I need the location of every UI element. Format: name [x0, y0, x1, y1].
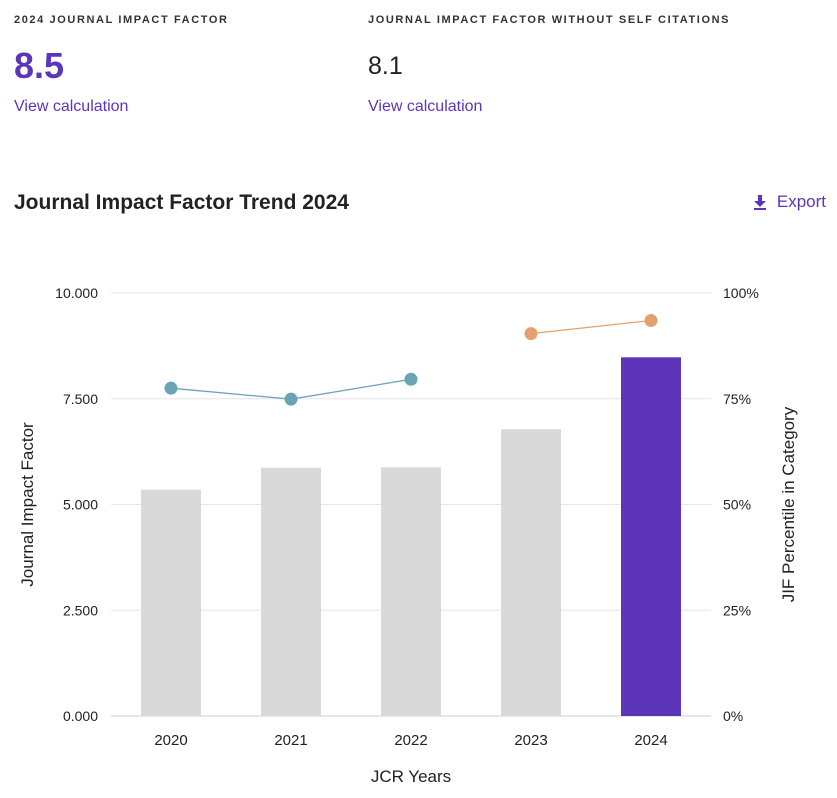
y-tick-label: 7.500: [63, 391, 98, 407]
bar-2024[interactable]: [621, 357, 681, 716]
percentile-point-2021[interactable]: [284, 392, 298, 406]
y2-tick-label: 25%: [723, 602, 751, 618]
download-icon: [753, 194, 767, 210]
bar-2022[interactable]: [381, 467, 441, 716]
bar-2023[interactable]: [501, 429, 561, 716]
jif-view-calculation-link[interactable]: View calculation: [14, 98, 129, 115]
bar-2021[interactable]: [261, 467, 321, 716]
export-label: Export: [776, 192, 826, 211]
y2-tick-label: 50%: [723, 497, 751, 513]
trend-title: Journal Impact Factor Trend 2024: [14, 191, 349, 214]
y2-axis-label: JIF Percentile in Category: [779, 406, 798, 602]
axis-ticks: 0.000 0% 2.500 25% 5.000 50% 7.500 75% 10.000 100…: [55, 285, 759, 749]
metrics-section: 2024 JOURNAL IMPACT FACTOR 8.5 View calc…: [14, 14, 814, 144]
y-axis-label: Journal Impact Factor: [18, 422, 37, 587]
x-tick-label: 2021: [274, 732, 307, 749]
y-tick-label: 2.500: [63, 602, 98, 618]
jif-without-self-citations-value: 8.1: [368, 52, 403, 80]
y-tick-label: 5.000: [63, 497, 98, 513]
x-tick-label: 2024: [634, 732, 667, 749]
y-tick-label: 0.000: [63, 708, 98, 724]
x-tick-label: 2023: [514, 732, 547, 749]
x-tick-label: 2022: [394, 732, 427, 749]
jif-without-self-citations-label: JOURNAL IMPACT FACTOR WITHOUT SELF CITAT…: [368, 14, 731, 26]
bar-2020[interactable]: [141, 489, 201, 716]
jif-value: 8.5: [14, 45, 65, 86]
export-button[interactable]: Export: [753, 192, 826, 212]
bars: [141, 357, 681, 716]
y2-tick-label: 100%: [723, 285, 759, 301]
x-tick-label: 2020: [154, 732, 187, 749]
x-axis-label: JCR Years: [371, 767, 451, 786]
jif-metric: 2024 JOURNAL IMPACT FACTOR 8.5 View calc…: [14, 14, 229, 116]
percentile-lines: [164, 313, 658, 406]
percentile-line: [530, 319, 652, 335]
jif-label: 2024 JOURNAL IMPACT FACTOR: [14, 14, 229, 26]
y-tick-label: 10.000: [55, 285, 98, 301]
trend-header: Journal Impact Factor Trend 2024 Export: [14, 188, 826, 224]
percentile-point-2020[interactable]: [164, 381, 178, 395]
percentile-point-2024[interactable]: [644, 313, 658, 327]
jif-trend-chart: 0.000 0% 2.500 25% 5.000 50% 7.500 75% 10.000 100…: [18, 285, 798, 786]
y2-tick-label: 75%: [723, 391, 751, 407]
percentile-point-2022[interactable]: [404, 372, 418, 386]
jif-without-self-citations-metric: JOURNAL IMPACT FACTOR WITHOUT SELF CITAT…: [368, 14, 730, 116]
percentile-point-2023[interactable]: [524, 327, 538, 341]
jif-without-self-citations-view-calculation-link[interactable]: View calculation: [368, 98, 483, 115]
y2-tick-label: 0%: [723, 708, 743, 724]
